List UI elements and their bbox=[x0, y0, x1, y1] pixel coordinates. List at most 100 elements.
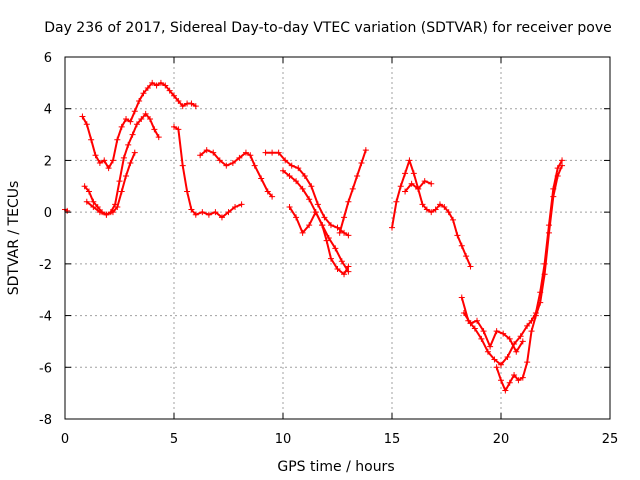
data-point bbox=[188, 206, 195, 213]
data-point bbox=[460, 309, 467, 316]
data-point bbox=[406, 157, 413, 164]
data-point bbox=[83, 198, 90, 205]
data-point bbox=[299, 229, 306, 236]
data-point bbox=[280, 167, 286, 174]
data-point bbox=[90, 198, 97, 205]
data-point bbox=[142, 110, 149, 117]
data-point bbox=[269, 149, 276, 156]
data-point bbox=[125, 141, 132, 148]
data-point bbox=[498, 377, 504, 384]
data-point bbox=[334, 224, 341, 231]
series-line bbox=[282, 169, 350, 273]
grid-lines bbox=[65, 57, 610, 419]
data-point bbox=[491, 356, 498, 363]
data-point bbox=[493, 364, 500, 371]
data-point bbox=[116, 178, 123, 185]
data-point bbox=[559, 157, 566, 164]
data-point bbox=[541, 271, 548, 278]
data-point bbox=[282, 157, 289, 164]
y-tick-label: 4 bbox=[44, 103, 52, 118]
data-point bbox=[147, 116, 154, 123]
data-point bbox=[436, 201, 443, 208]
data-point bbox=[81, 183, 88, 190]
x-tick-label: 5 bbox=[170, 432, 178, 447]
series-10 bbox=[336, 147, 369, 236]
data-point bbox=[129, 131, 136, 138]
data-point bbox=[162, 82, 169, 89]
data-point bbox=[136, 97, 143, 104]
data-point bbox=[498, 361, 504, 368]
data-point bbox=[262, 149, 269, 156]
data-point bbox=[179, 162, 186, 169]
data-point bbox=[131, 149, 138, 156]
data-point bbox=[232, 203, 239, 210]
data-point bbox=[127, 160, 134, 167]
data-point bbox=[275, 149, 282, 156]
data-point bbox=[149, 79, 156, 86]
data-point bbox=[123, 172, 130, 179]
data-point bbox=[332, 245, 339, 252]
y-tick-label: -4 bbox=[39, 310, 52, 325]
data-point bbox=[319, 222, 326, 229]
y-tick-label: -6 bbox=[39, 361, 52, 376]
data-point bbox=[286, 203, 293, 210]
chart-title: Day 236 of 2017, Sidereal Day-to-day VTE… bbox=[44, 20, 612, 36]
data-point bbox=[511, 372, 518, 379]
data-point bbox=[559, 162, 566, 169]
data-point bbox=[519, 338, 526, 345]
data-point bbox=[123, 116, 130, 123]
data-point bbox=[96, 209, 103, 216]
data-point bbox=[269, 193, 276, 200]
data-point bbox=[105, 165, 112, 172]
data-point bbox=[487, 343, 494, 350]
series-1 bbox=[62, 206, 71, 214]
data-point bbox=[288, 162, 295, 169]
data-point bbox=[532, 312, 539, 319]
data-point bbox=[441, 203, 448, 210]
data-point bbox=[321, 214, 328, 221]
data-point bbox=[528, 328, 535, 335]
data-point bbox=[341, 214, 348, 221]
data-point bbox=[445, 209, 452, 216]
data-point bbox=[504, 353, 511, 360]
data-point bbox=[358, 160, 365, 167]
data-point bbox=[171, 123, 177, 130]
x-tick-label: 15 bbox=[384, 432, 401, 447]
data-point bbox=[513, 348, 520, 355]
series-15 bbox=[493, 162, 566, 394]
data-point bbox=[242, 149, 249, 156]
data-point bbox=[192, 211, 199, 218]
data-point bbox=[345, 198, 352, 205]
data-point bbox=[90, 203, 97, 210]
data-point bbox=[223, 162, 230, 169]
data-point bbox=[478, 335, 485, 342]
data-point bbox=[463, 253, 470, 260]
data-point bbox=[127, 118, 134, 125]
data-point bbox=[308, 183, 315, 190]
data-point bbox=[114, 203, 121, 210]
axis-ticks: 0 5 10 15 20 25 -8 -6 -4 -2 0 2 4 6 bbox=[39, 51, 618, 447]
data-point bbox=[323, 237, 330, 244]
data-point bbox=[247, 152, 254, 159]
data-point bbox=[293, 178, 300, 185]
y-tick-label: -8 bbox=[39, 413, 52, 428]
data-point bbox=[151, 126, 158, 133]
data-point bbox=[450, 216, 457, 223]
data-point bbox=[83, 121, 90, 128]
data-point bbox=[334, 266, 341, 273]
series-3 bbox=[81, 110, 162, 218]
data-point bbox=[210, 149, 217, 156]
data-point bbox=[314, 201, 321, 208]
series-11 bbox=[389, 157, 474, 270]
data-point bbox=[301, 172, 308, 179]
data-point bbox=[295, 165, 302, 172]
data-point bbox=[101, 157, 108, 164]
series-line bbox=[462, 312, 524, 353]
data-point bbox=[109, 157, 116, 164]
data-point bbox=[118, 188, 125, 195]
data-point bbox=[428, 180, 435, 187]
data-point bbox=[432, 206, 439, 213]
data-point bbox=[157, 79, 164, 86]
series-2 bbox=[79, 79, 199, 172]
data-point bbox=[251, 162, 258, 169]
